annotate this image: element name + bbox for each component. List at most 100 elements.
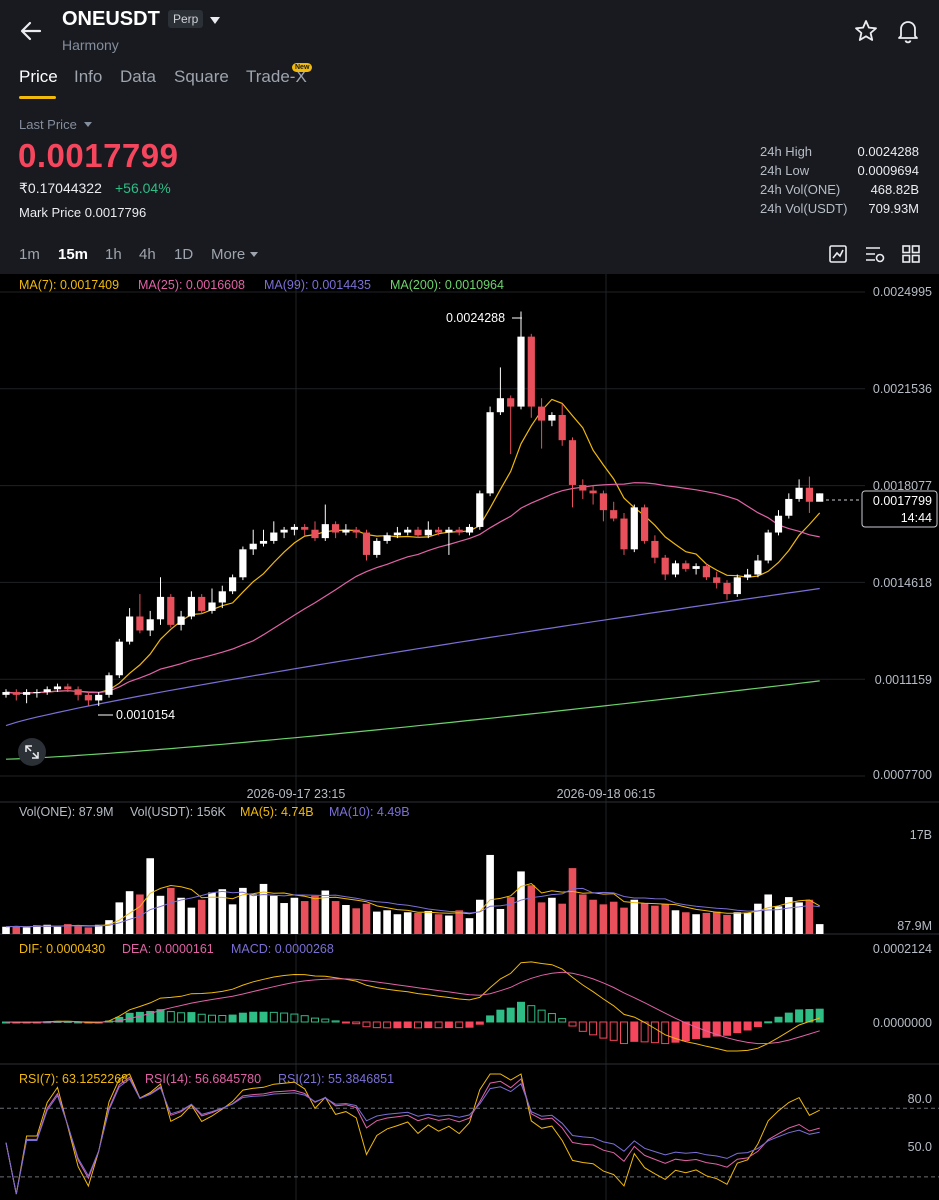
candle-body bbox=[393, 532, 401, 536]
symbol-dropdown-button[interactable] bbox=[208, 14, 222, 26]
stat-value-24h-vol-one: 468.82B bbox=[870, 182, 919, 197]
vol-ma5-line bbox=[5, 882, 820, 928]
alert-button[interactable] bbox=[895, 18, 921, 44]
candle-body bbox=[126, 616, 134, 642]
macd-bar bbox=[517, 1001, 525, 1023]
volume-bar bbox=[300, 901, 309, 934]
low-price-label: 0.0010154 bbox=[116, 708, 175, 722]
candle-body bbox=[517, 336, 525, 407]
candle-body bbox=[496, 398, 504, 413]
macd-bar bbox=[341, 1021, 350, 1024]
countdown-timer: 14:44 bbox=[901, 511, 932, 525]
volume-bar bbox=[177, 897, 185, 934]
back-button[interactable] bbox=[18, 18, 44, 44]
interval-4h[interactable]: 4h bbox=[139, 246, 156, 263]
candle-body bbox=[23, 692, 31, 695]
interval-15m[interactable]: 15m bbox=[58, 246, 89, 263]
volume-bar bbox=[548, 897, 556, 934]
volume-bar bbox=[53, 926, 62, 934]
macd-bar bbox=[300, 1015, 309, 1023]
macd-bar bbox=[630, 1021, 639, 1042]
volume-bar bbox=[486, 854, 494, 934]
layout-button[interactable] bbox=[901, 244, 921, 269]
chart-area[interactable]: MA(7): 0.0017409 MA(25): 0.0016608 MA(99… bbox=[0, 274, 939, 1200]
volume-bar bbox=[362, 903, 371, 934]
volume-bar bbox=[743, 912, 752, 934]
volume-bar bbox=[12, 926, 21, 934]
expand-button[interactable] bbox=[18, 738, 46, 766]
volume-bar bbox=[579, 894, 587, 934]
candle-body bbox=[332, 524, 340, 533]
macd-bar bbox=[290, 1013, 299, 1023]
legend-vol-ma5: MA(5): 4.74B bbox=[240, 805, 314, 819]
legend-dif: DIF: 0.0000430 bbox=[19, 942, 105, 956]
candle-body bbox=[352, 529, 360, 533]
y-tick: 0.0011159 bbox=[875, 673, 932, 687]
macd-bar bbox=[135, 1011, 144, 1023]
volume-bar bbox=[702, 912, 711, 934]
macd-bar bbox=[640, 1021, 649, 1043]
tab-trade-x[interactable]: Trade-X bbox=[246, 67, 307, 86]
candle-body bbox=[754, 560, 762, 575]
legend-rsi14: RSI(14): 56.6845780 bbox=[145, 1072, 261, 1086]
macd-bar bbox=[269, 1011, 278, 1023]
macd-bar bbox=[486, 1015, 495, 1023]
volume-bar bbox=[342, 905, 350, 934]
macd-bar bbox=[403, 1021, 412, 1029]
legend-vol-ma10: MA(10): 4.49B bbox=[329, 805, 410, 819]
volume-bar bbox=[424, 910, 433, 934]
chart-svg[interactable]: MA(7): 0.0017409 MA(25): 0.0016608 MA(99… bbox=[0, 274, 939, 1200]
tab-price[interactable]: Price bbox=[19, 67, 58, 86]
stat-label-24h-low: 24h Low bbox=[760, 163, 810, 178]
interval-more[interactable]: More bbox=[211, 246, 259, 263]
stat-label-24h-vol-usdt: 24h Vol(USDT) bbox=[760, 201, 848, 216]
candle-body bbox=[589, 490, 597, 494]
volume-bar bbox=[43, 924, 51, 934]
macd-bar bbox=[166, 1011, 175, 1023]
volume-bar bbox=[795, 902, 803, 934]
interval-1h[interactable]: 1h bbox=[105, 246, 122, 263]
candle-body bbox=[290, 526, 298, 530]
interval-1d[interactable]: 1D bbox=[174, 246, 194, 263]
candle-body bbox=[280, 529, 288, 533]
candle-body bbox=[661, 557, 669, 575]
macd-bar bbox=[156, 1009, 165, 1023]
legend-ma200: MA(200): 0.0010964 bbox=[390, 278, 504, 292]
volume-bars bbox=[2, 854, 824, 934]
tab-square[interactable]: Square bbox=[174, 67, 229, 86]
volume-bar bbox=[527, 885, 536, 934]
macd-bar bbox=[547, 1013, 556, 1023]
tab-info[interactable]: Info bbox=[74, 67, 103, 86]
macd-bar bbox=[331, 1020, 340, 1023]
legend-dea: DEA: 0.0000161 bbox=[122, 942, 214, 956]
macd-bar bbox=[568, 1021, 577, 1027]
legend-rsi7: RSI(7): 63.1252268 bbox=[19, 1072, 128, 1086]
star-icon bbox=[855, 20, 877, 41]
candle-body bbox=[270, 532, 278, 541]
symbol-subtitle: Harmony bbox=[62, 37, 119, 53]
macd-bar bbox=[795, 1009, 804, 1023]
volume-bar bbox=[682, 912, 690, 934]
x-tick: 2026-09-17 23:15 bbox=[247, 787, 346, 801]
macd-bar bbox=[444, 1021, 453, 1029]
interval-1m[interactable]: 1m bbox=[19, 246, 40, 263]
volume-bar bbox=[754, 903, 762, 934]
rsi-indicator bbox=[0, 1073, 939, 1195]
symbol-title[interactable]: ONEUSDT bbox=[62, 8, 160, 30]
candle-body bbox=[33, 692, 41, 694]
indicator-list-button[interactable] bbox=[864, 244, 886, 269]
tab-data[interactable]: Data bbox=[120, 67, 156, 86]
volume-bar bbox=[259, 883, 268, 934]
favorite-button[interactable] bbox=[853, 18, 879, 44]
chart-settings-button[interactable] bbox=[828, 244, 848, 269]
volume-bar bbox=[383, 910, 391, 934]
last-price-label-text: Last Price bbox=[19, 117, 77, 132]
candle-body bbox=[795, 487, 803, 499]
macd-bar bbox=[599, 1021, 608, 1039]
macd-y-tick: 0.0002124 bbox=[873, 942, 932, 956]
volume-bar bbox=[228, 904, 237, 934]
volume-bar bbox=[620, 907, 628, 934]
legend-macd: MACD: 0.0000268 bbox=[231, 942, 334, 956]
rsi-y-tick: 80.0 bbox=[908, 1092, 932, 1106]
last-price-label[interactable]: Last Price bbox=[19, 117, 93, 132]
